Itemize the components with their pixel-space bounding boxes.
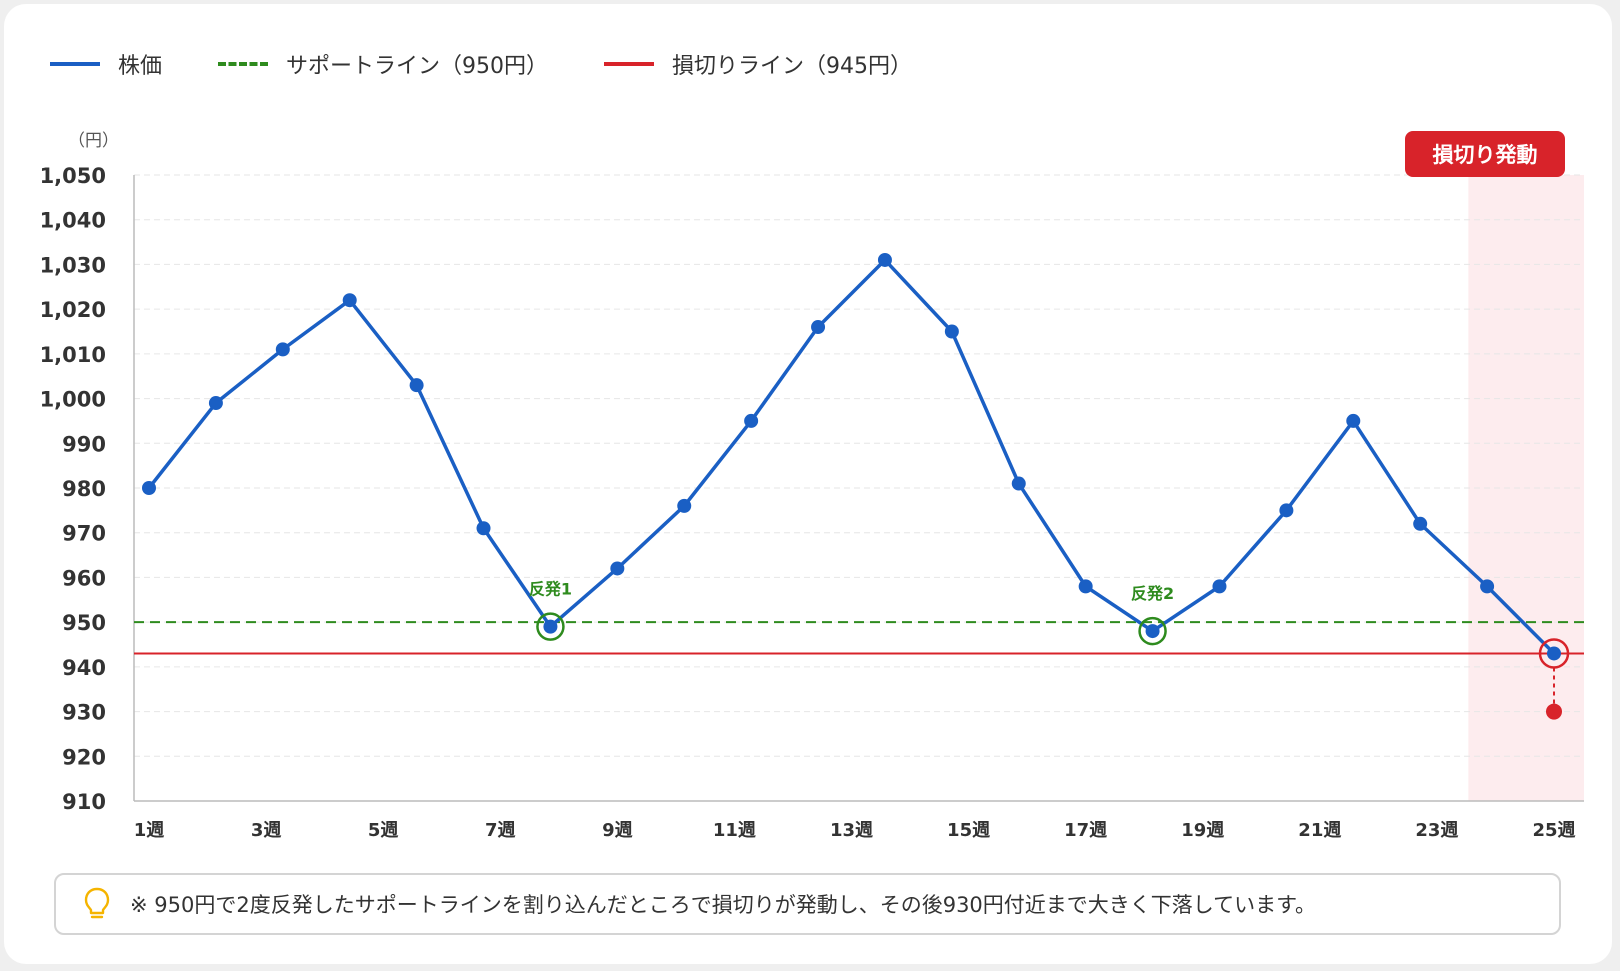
stop-loss-badge [1405,131,1565,177]
price-series-line [147,258,1556,655]
x-tick-label: 25週 [1532,820,1575,841]
price-point [1413,516,1428,531]
y-tick-label: 980 [62,477,106,501]
lightbulb-icon [84,887,110,919]
x-tick-label: 9週 [602,820,633,841]
x-tick-label: 13週 [830,820,873,841]
x-tick-label: 15週 [947,820,990,841]
rebound-label: 反発1 [529,580,572,599]
legend-label-stoploss: 損切りライン（945円） [672,54,913,79]
price-point [744,413,759,428]
legend-label-support: サポートライン（950円） [286,54,549,79]
rebound-label: 反発2 [1131,584,1174,603]
legend-item-stoploss: 損切りライン（945円） [604,48,912,80]
y-tick-label: 920 [62,745,106,769]
legend-swatch-price [50,62,100,66]
price-point [1547,646,1561,661]
price-point [877,252,892,267]
price-point [142,481,156,495]
x-tick-label: 5週 [368,820,399,841]
note-box: ※ 950円で2度反発したサポートラインを割り込んだところで損切りが発動し、その… [54,873,1561,935]
price-point [1212,579,1227,594]
price-point [543,619,558,634]
stop-loss-badge-label: 損切り発動 [1433,143,1538,167]
y-tick-label: 1,020 [40,298,106,322]
y-tick-label: 940 [62,656,106,680]
price-point [208,396,223,411]
price-point [1480,579,1495,594]
y-unit-label: （円） [68,131,119,151]
price-point [476,521,491,536]
rebound-marker [536,612,565,641]
y-tick-label: 1,000 [40,388,106,412]
after-drop-point [1546,703,1562,720]
legend-swatch-support [218,62,269,66]
rebound-marker [1138,616,1167,646]
y-tick-label: 990 [62,432,106,456]
y-tick-label: 970 [62,522,106,546]
price-point [944,324,959,339]
price-point [1346,413,1361,428]
note-text: ※ 950円で2度反発したサポートラインを割り込んだところで損切りが発動し、その… [130,893,1317,917]
y-tick-label: 1,010 [40,343,106,367]
price-point [610,561,625,576]
y-tick-label: 950 [62,611,106,635]
price-point [275,342,290,357]
price-point [1011,476,1026,491]
x-tick-label: 19週 [1181,820,1224,841]
y-tick-label: 1,050 [40,164,106,188]
legend-item-price: 株価 [50,48,162,80]
x-tick-label: 7週 [485,820,516,841]
price-point [1279,503,1294,518]
price-point [409,378,424,393]
price-point [677,498,692,513]
legend-swatch-stoploss [604,62,655,66]
legend-item-support: サポートライン（950円） [218,48,548,80]
chart-legend: 株価 サポートライン（950円） 損切りライン（945円） [50,46,968,82]
y-tick-label: 910 [62,790,106,814]
price-point [1078,579,1093,594]
y-tick-label: 960 [62,566,106,590]
price-point [342,293,357,308]
x-tick-label: 11週 [713,820,756,841]
y-tick-label: 1,040 [40,209,106,233]
y-tick-label: 1,030 [40,253,106,277]
chart-card [4,4,1612,964]
x-tick-label: 17週 [1064,820,1107,841]
x-tick-label: 1週 [134,820,165,841]
price-point [811,320,826,335]
x-tick-label: 23週 [1415,820,1458,841]
price-point [1145,624,1160,639]
legend-label-price: 株価 [118,54,163,79]
y-tick-label: 930 [62,701,106,725]
x-tick-label: 21週 [1298,820,1341,841]
x-tick-label: 3週 [251,820,282,841]
